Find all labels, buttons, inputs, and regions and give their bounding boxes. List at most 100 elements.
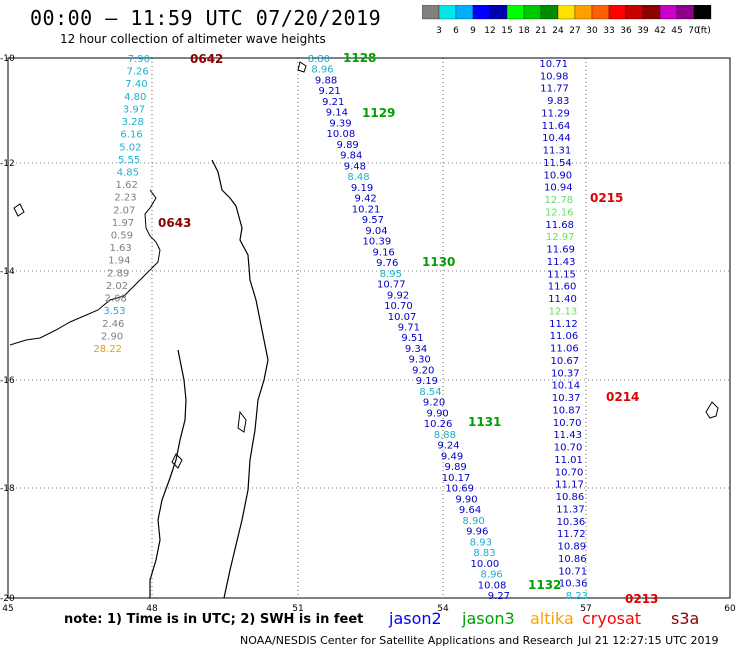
swh-value: 10.94 — [544, 183, 573, 194]
lat-lon-grid — [8, 58, 730, 598]
x-tick-label: 51 — [292, 604, 303, 614]
swh-value: 9.24 — [437, 441, 459, 452]
pass-time-label: 1128 — [343, 51, 376, 65]
swh-value: 11.06 — [550, 331, 579, 342]
swh-value: 11.43 — [553, 430, 582, 441]
swh-value: 9.19 — [416, 376, 438, 387]
swh-value: 9.20 — [412, 365, 434, 376]
swh-value: 12.16 — [545, 207, 574, 218]
swh-value: 10.14 — [551, 381, 580, 392]
x-tick-label: 54 — [437, 604, 449, 614]
swh-value: 5.55 — [118, 155, 140, 166]
reef-island — [237, 410, 247, 433]
swh-value: 9.48 — [344, 161, 366, 172]
satellite-tracks: 7.90 7.267.40 4.803.97 3.28 6.165.02 5.554.85… — [93, 51, 658, 606]
swh-value: 9.84 — [340, 151, 362, 162]
swh-value: 9.14 — [326, 108, 348, 119]
pass-time-label: 1129 — [362, 106, 395, 120]
swh-value: 4.80 — [124, 92, 146, 103]
map-title: 00:00 – 11:59 UTC 07/20/2019 — [30, 6, 382, 30]
swh-value: 9.49 — [441, 451, 463, 462]
y-tick-label: -14 — [0, 267, 15, 277]
legend-label: (ft) — [697, 26, 711, 36]
credit-line: NOAA/NESDIS Center for Satellite Applica… — [240, 634, 574, 647]
swh-value: 10.70 — [555, 467, 584, 478]
swh-value: 8.88 — [434, 430, 456, 441]
swh-value: 8.48 — [347, 172, 369, 183]
legend-label: 18 — [518, 26, 530, 36]
swh-value: 8.96 — [311, 65, 333, 76]
swh-value: 9.16 — [373, 247, 395, 258]
swh-value: 10.71 — [558, 566, 587, 577]
swh-value: 10.37 — [551, 368, 580, 379]
pass-time-label: 1132 — [528, 578, 561, 592]
y-tick-label: -16 — [0, 376, 15, 386]
swh-value: 10.86 — [558, 554, 587, 565]
legend-label: 3 — [436, 26, 442, 36]
swh-value: 8.90 — [463, 516, 485, 527]
pass-time-label: 0213 — [625, 592, 658, 606]
legend-label: 24 — [552, 26, 564, 36]
swh-value: 11.60 — [548, 282, 577, 293]
swh-value: 8.93 — [470, 537, 492, 548]
legend-label: 45 — [671, 26, 682, 36]
swh-value: 11.12 — [549, 319, 578, 330]
swh-value: 1.62 — [116, 180, 138, 191]
footer-note: note: 1) Time is in UTC; 2) SWH is in fe… — [64, 612, 364, 627]
swh-value: 11.68 — [545, 220, 574, 231]
map-subtitle: 12 hour collection of altimeter wave hei… — [60, 32, 326, 46]
satellite-label: jason2 — [389, 609, 442, 628]
legend-label: 9 — [470, 26, 476, 36]
swh-value: 11.37 — [556, 504, 585, 515]
swh-value: 11.15 — [547, 269, 576, 280]
swh-value: 10.89 — [557, 542, 586, 553]
generation-timestamp: Jul 21 12:27:15 UTC 2019 — [578, 634, 719, 647]
swh-value: 9.90 — [455, 494, 477, 505]
swh-value: 9.92 — [387, 290, 409, 301]
swh-value: 8.54 — [419, 387, 441, 398]
swh-value: 10.98 — [540, 71, 569, 82]
swh-value: 10.08 — [327, 129, 356, 140]
legend-label: 12 — [484, 26, 495, 36]
map-frame — [7, 57, 731, 599]
pass-time-label: 1130 — [422, 255, 455, 269]
y-tick-label: -18 — [0, 484, 15, 494]
swh-value: 8.80 — [308, 54, 330, 65]
swh-value: 9.76 — [376, 258, 398, 269]
madagascar-west-coast — [149, 349, 187, 598]
swh-value: 6.16 — [120, 130, 142, 141]
swh-value: 10.21 — [352, 204, 381, 215]
swh-value: 11.06 — [550, 344, 579, 355]
swh-value: 11.31 — [543, 146, 572, 157]
legend-label: 30 — [586, 26, 598, 36]
y-tick-label: -10 — [0, 54, 15, 64]
satellite-label: cryosat — [582, 609, 642, 628]
swh-value: 10.90 — [544, 170, 573, 181]
island-south — [171, 453, 183, 469]
legend-label: 27 — [569, 26, 580, 36]
swh-value: 11.40 — [548, 294, 577, 305]
swh-value: 10.86 — [556, 492, 585, 503]
swh-value: 8.96 — [481, 570, 503, 581]
swh-value: 10.08 — [478, 580, 507, 591]
swh-value: 11.43 — [547, 257, 576, 268]
swh-value: 11.77 — [540, 84, 569, 95]
swh-value: 10.17 — [442, 473, 471, 484]
swh-value: 2.89 — [107, 268, 129, 279]
swh-value: 12.78 — [544, 195, 573, 206]
swh-value: 2.07 — [113, 205, 135, 216]
color-legend: 3 6 9 12 15 18 21 24 27 30 33 36 39 42 45 70 (ft) — [421, 4, 732, 41]
swh-value: 10.07 — [388, 312, 417, 323]
swh-value: 9.71 — [398, 323, 420, 334]
mauritius-island — [705, 401, 719, 419]
legend-label: 15 — [501, 26, 512, 36]
swh-value: 1.94 — [108, 256, 130, 267]
swh-value: 4.85 — [117, 167, 139, 178]
legend-swatch — [693, 4, 712, 20]
swh-value: 11.54 — [543, 158, 572, 169]
swh-value: 10.37 — [552, 393, 581, 404]
swh-value: 2.46 — [102, 319, 124, 330]
pass-time-label: 0214 — [606, 390, 639, 404]
swh-value: 11.17 — [555, 480, 584, 491]
swh-value: 9.21 — [322, 97, 344, 108]
